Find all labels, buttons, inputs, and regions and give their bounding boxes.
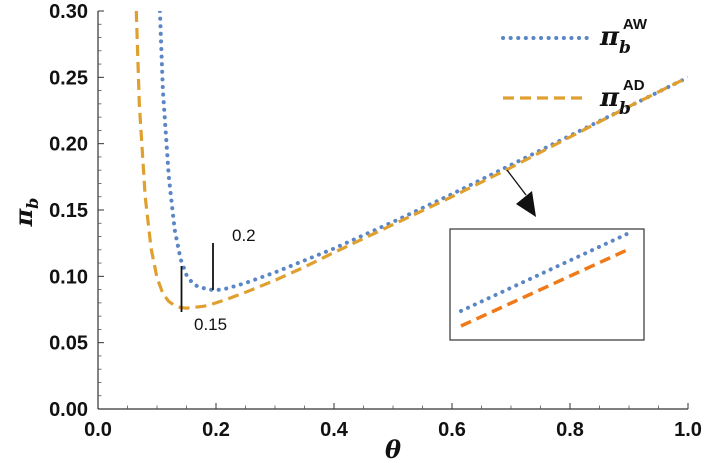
y-tick-label: 0.25	[49, 67, 88, 89]
marker-label-0-2: 0.2	[232, 226, 256, 245]
series-layer	[134, 11, 688, 310]
legend-label-aw: πb AW	[599, 16, 648, 58]
axes: 0.0 0.2 0.4 0.6 0.8 1.0 0.00 0.05 0.10 0.15 0.20 0.…	[9, 1, 702, 464]
y-tick-label: 0.00	[49, 399, 88, 421]
series-line-ad	[134, 11, 688, 310]
legend-label-sub: b	[619, 38, 631, 58]
inset-line-ad	[460, 248, 628, 328]
zoom-inset	[449, 228, 645, 341]
inset-frame	[449, 228, 645, 341]
x-tick-label: 1.0	[674, 419, 702, 441]
x-tick-label: 0.6	[438, 419, 466, 441]
legend-label-sup: AD	[623, 77, 645, 94]
y-tick-label: 0.20	[49, 134, 88, 156]
y-tick-label: 0.30	[49, 1, 88, 23]
y-tick-label: 0.05	[49, 333, 88, 355]
x-axis-title: θ	[385, 435, 401, 464]
legend-label-ad: πb AD	[599, 77, 645, 119]
y-axis-title: πb	[9, 198, 42, 228]
x-tick-label: 0.0	[84, 419, 112, 441]
x-tick-label: 0.2	[202, 419, 230, 441]
legend-label-sub: b	[619, 99, 631, 119]
inset-arrow-head	[516, 191, 536, 217]
x-tick-label: 0.8	[556, 419, 584, 441]
y-tick-label: 0.10	[49, 266, 88, 288]
series-line-aw	[157, 11, 688, 293]
legend-label-base: π	[599, 22, 620, 52]
legend-label-sup: AW	[623, 16, 648, 33]
y-axis-title-base: π	[9, 208, 38, 227]
y-tick-label: 0.15	[49, 200, 88, 222]
inset-arrow-shaft	[506, 169, 527, 196]
annotations-layer: 0.2 0.15	[180, 169, 536, 334]
legend-label-base: π	[599, 83, 620, 113]
y-axis-title-sub: b	[23, 198, 42, 209]
x-tick-label: 0.4	[320, 419, 349, 441]
marker-label-0-15: 0.15	[194, 315, 227, 334]
inset-line-aw	[459, 232, 629, 313]
